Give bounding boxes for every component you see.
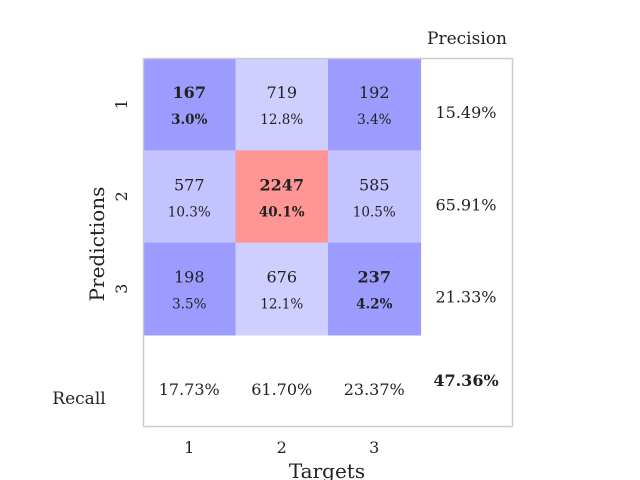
- matrix-cell: [328, 242, 422, 336]
- cell-percent: 12.8%: [260, 112, 303, 128]
- cell-percent: 40.1%: [259, 204, 305, 220]
- y-tick-label: 3: [112, 284, 131, 294]
- recall-label: Recall: [52, 389, 105, 409]
- cell-percent: 4.2%: [356, 297, 392, 313]
- matrix-cells: [143, 58, 422, 336]
- cell-percent: 10.3%: [168, 204, 211, 220]
- matrix-cell: [143, 242, 237, 336]
- matrix-cell: [328, 58, 422, 151]
- matrix-frame: [142, 57, 514, 428]
- precision-header: Precision: [427, 29, 507, 49]
- x-axis-label: Targets: [289, 459, 365, 480]
- matrix-cell: [235, 242, 329, 336]
- overall-accuracy: 47.36%: [433, 371, 498, 390]
- cell-count: 577: [174, 175, 205, 194]
- precision-value: 21.33%: [435, 288, 496, 307]
- cell-percent: 3.5%: [172, 297, 206, 313]
- recall-value: 23.37%: [344, 380, 405, 399]
- cell-percent: 3.0%: [171, 112, 207, 128]
- cell-count: 676: [266, 268, 297, 287]
- cell-percent: 3.4%: [357, 112, 391, 128]
- cell-count: 719: [266, 83, 297, 102]
- matrix-cell: [235, 150, 329, 244]
- cell-count: 192: [359, 83, 390, 102]
- precision-value: 65.91%: [435, 195, 496, 214]
- y-tick-label: 1: [112, 99, 131, 109]
- cell-count: 2247: [259, 175, 304, 194]
- recall-value: 61.70%: [251, 380, 312, 399]
- x-tick-label: 3: [369, 438, 379, 457]
- y-axis-label: Predictions: [85, 187, 109, 302]
- matrix-cell: [235, 58, 329, 151]
- cell-percent: 10.5%: [353, 204, 396, 220]
- y-tick-label: 2: [112, 191, 131, 201]
- cell-percent: 12.1%: [260, 297, 303, 313]
- cell-count: 237: [358, 268, 391, 287]
- cell-count: 198: [174, 268, 205, 287]
- x-tick-label: 1: [184, 438, 194, 457]
- recall-value: 17.73%: [159, 380, 220, 399]
- matrix-cell: [143, 150, 237, 244]
- matrix-cell: [143, 58, 237, 151]
- matrix-cell: [328, 150, 422, 244]
- precision-value: 15.49%: [435, 103, 496, 122]
- cell-count: 585: [359, 175, 390, 194]
- matrix-labels: 167 3.0% 719 12.8% 192 3.4% 577 10.3% 2247 40.1% 5…: [112, 83, 499, 457]
- cell-count: 167: [173, 83, 206, 102]
- x-tick-label: 2: [277, 438, 287, 457]
